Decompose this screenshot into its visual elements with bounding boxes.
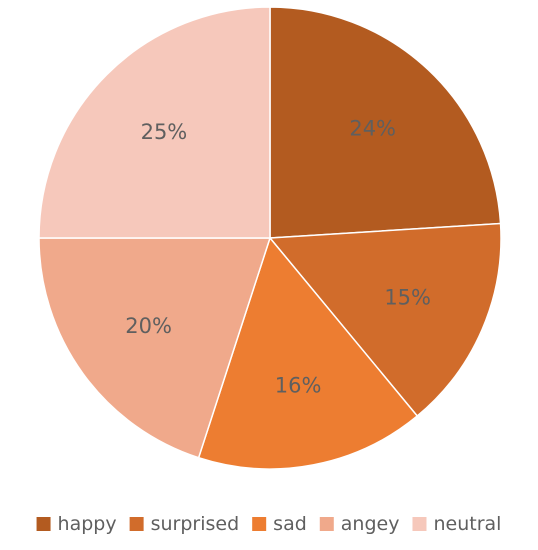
legend-swatch-angey <box>319 517 334 531</box>
legend: happy surprised sad angey neutral <box>36 513 501 535</box>
legend-item-sad: sad <box>252 513 307 535</box>
slice-label-happy: 24% <box>349 117 396 141</box>
pie-slice-neutral <box>38 6 271 239</box>
legend-label-surprised: surprised <box>151 513 240 535</box>
pie-slice-angey <box>38 237 272 459</box>
slice-labels: 24% 15% 16% 20% 25% <box>125 117 431 398</box>
legend-label-angey: angey <box>341 513 400 535</box>
legend-label-neutral: neutral <box>433 513 501 535</box>
slice-label-surprised: 15% <box>384 286 431 310</box>
legend-label-happy: happy <box>58 513 117 535</box>
legend-item-neutral: neutral <box>412 513 501 535</box>
legend-swatch-sad <box>252 517 267 531</box>
legend-swatch-surprised <box>129 517 144 531</box>
slice-label-neutral: 25% <box>141 120 188 144</box>
legend-swatch-neutral <box>412 517 427 531</box>
pie-slice-happy <box>269 6 502 239</box>
legend-swatch-happy <box>36 517 51 531</box>
pie-slice-surprised <box>268 222 502 418</box>
slice-label-angey: 20% <box>125 314 172 338</box>
legend-item-happy: happy <box>36 513 117 535</box>
legend-label-sad: sad <box>273 513 307 535</box>
pie-slice-sad <box>197 236 419 470</box>
legend-item-surprised: surprised <box>129 513 240 535</box>
slice-label-sad: 16% <box>275 373 322 397</box>
pie-slices <box>38 6 502 470</box>
legend-item-angey: angey <box>319 513 400 535</box>
